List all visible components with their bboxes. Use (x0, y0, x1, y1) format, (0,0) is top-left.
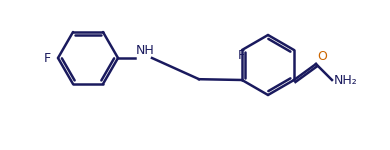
Text: O: O (317, 50, 327, 63)
Text: F: F (238, 49, 245, 62)
Text: NH: NH (136, 44, 155, 57)
Text: NH₂: NH₂ (334, 74, 358, 87)
Text: F: F (44, 51, 51, 64)
